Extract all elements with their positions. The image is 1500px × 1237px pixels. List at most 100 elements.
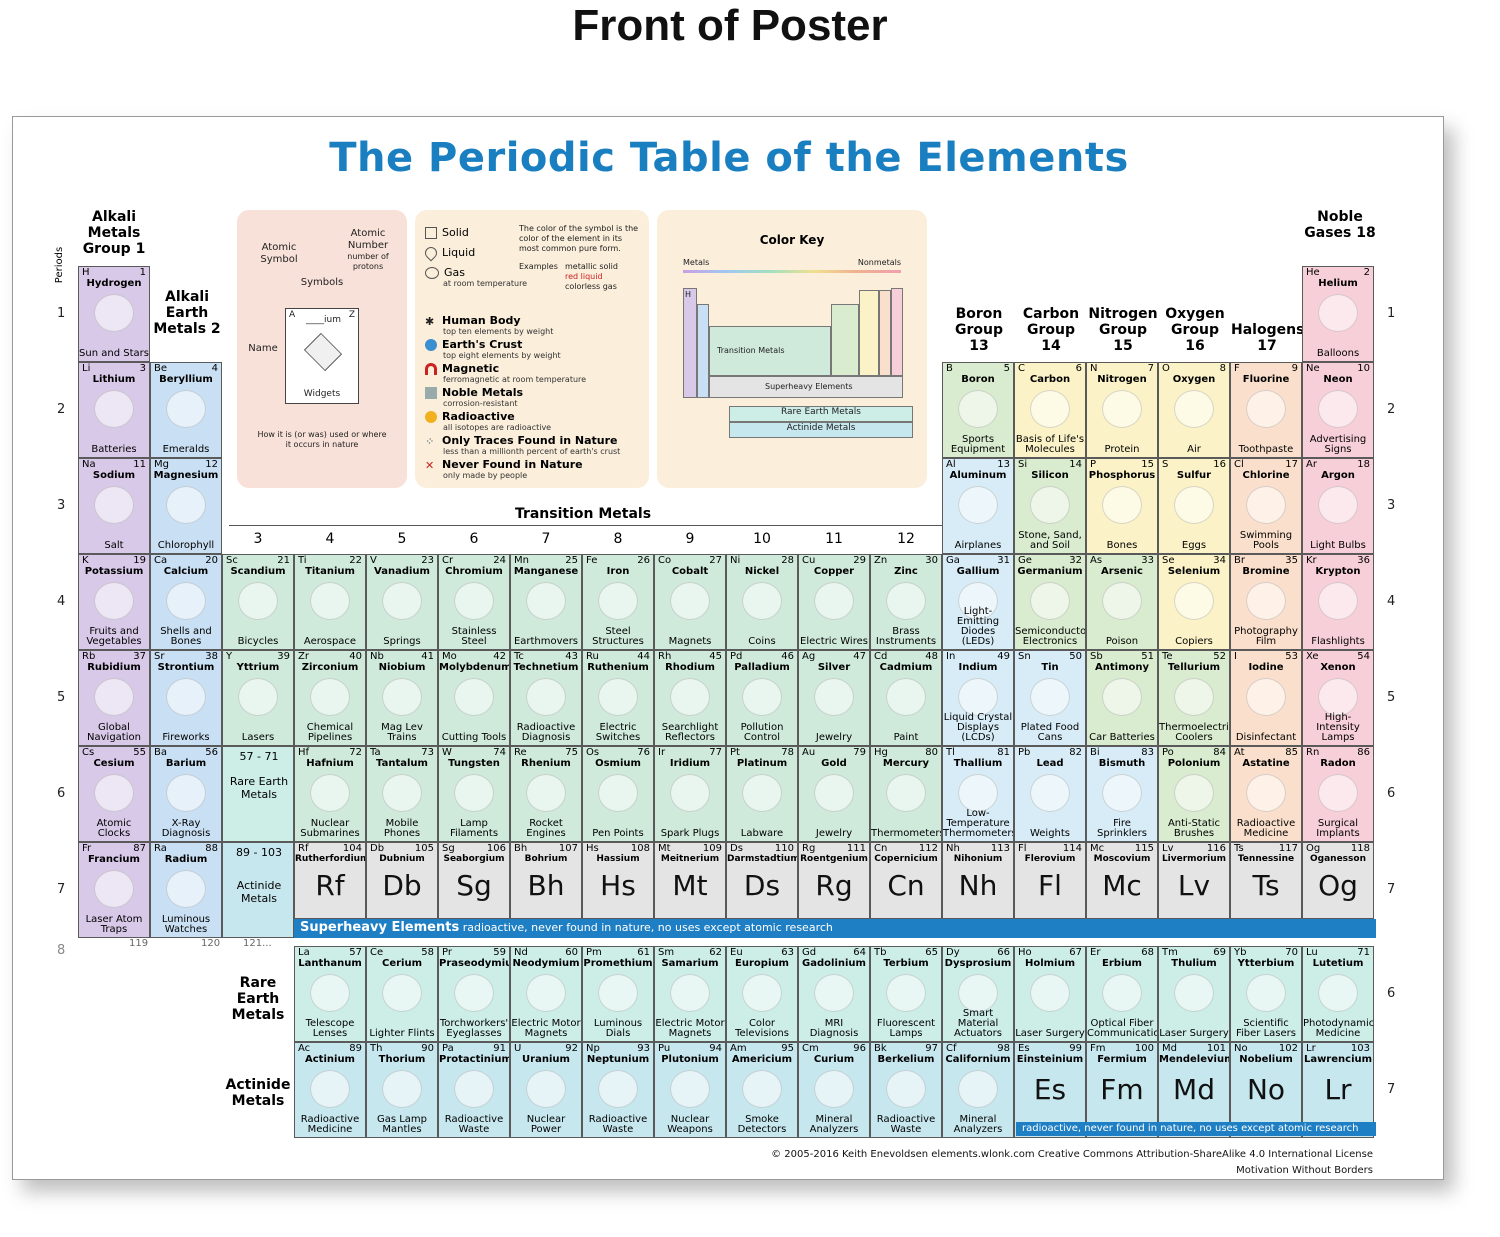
element-c[interactable]: C 6 Carbon Basis of Life's Molecules [1014,362,1086,458]
element-mn[interactable]: Mn 25 Manganese Earthmovers [510,554,582,650]
element-fr[interactable]: Fr 87 Francium Laser Atom Traps [78,842,150,938]
element-pm[interactable]: Pm 61 Promethium Luminous Dials [582,946,654,1042]
element-he[interactable]: He 2 Helium Balloons [1302,266,1374,362]
element-mo[interactable]: Mo 42 Molybdenum Cutting Tools [438,650,510,746]
element-ir[interactable]: Ir 77 Iridium Spark Plugs [654,746,726,842]
element-cf[interactable]: Cf 98 Californium Mineral Analyzers [942,1042,1014,1138]
element-db[interactable]: Db 105 Dubnium Db [366,842,438,919]
element-rf[interactable]: Rf 104 Rutherfordium Rf [294,842,366,919]
element-u[interactable]: U 92 Uranium Nuclear Power [510,1042,582,1138]
element-se[interactable]: Se 34 Selenium Copiers [1158,554,1230,650]
element-in[interactable]: In 49 Indium Liquid Crystal Displays (LCDs) [942,650,1014,746]
element-zr[interactable]: Zr 40 Zirconium Chemical Pipelines [294,650,366,746]
element-si[interactable]: Si 14 Silicon Stone, Sand, and Soil [1014,458,1086,554]
element-bi[interactable]: Bi 83 Bismuth Fire Sprinklers [1086,746,1158,842]
element-ds[interactable]: Ds 110 Darmstadtium Ds [726,842,798,919]
element-mc[interactable]: Mc 115 Moscovium Mc [1086,842,1158,919]
element-o[interactable]: O 8 Oxygen Air [1158,362,1230,458]
element-at[interactable]: At 85 Astatine Radioactive Medicine [1230,746,1302,842]
element-gd[interactable]: Gd 64 Gadolinium MRI Diagnosis [798,946,870,1042]
element-og[interactable]: Og 118 Oganesson Og [1302,842,1374,919]
element-re[interactable]: Re 75 Rhenium Rocket Engines [510,746,582,842]
element-yb[interactable]: Yb 70 Ytterbium Scientific Fiber Lasers [1230,946,1302,1042]
element-bk[interactable]: Bk 97 Berkelium Radioactive Waste [870,1042,942,1138]
element-fe[interactable]: Fe 26 Iron Steel Structures [582,554,654,650]
element-ti[interactable]: Ti 22 Titanium Aerospace [294,554,366,650]
element-ra[interactable]: Ra 88 Radium Luminous Watches [150,842,222,938]
element-la[interactable]: La 57 Lanthanum Telescope Lenses [294,946,366,1042]
element-cl[interactable]: Cl 17 Chlorine Swimming Pools [1230,458,1302,554]
element-ne[interactable]: Ne 10 Neon Advertising Signs [1302,362,1374,458]
element-h[interactable]: H 1 Hydrogen Sun and Stars [78,266,150,362]
element-lv[interactable]: Lv 116 Livermorium Lv [1158,842,1230,919]
element-pt[interactable]: Pt 78 Platinum Labware [726,746,798,842]
element-ga[interactable]: Ga 31 Gallium Light-Emitting Diodes (LEDs) [942,554,1014,650]
element-ge[interactable]: Ge 32 Germanium Semiconductor Electronics [1014,554,1086,650]
element-hg[interactable]: Hg 80 Mercury Thermometers [870,746,942,842]
element-rg[interactable]: Rg 111 Roentgenium Rg [798,842,870,919]
element-cm[interactable]: Cm 96 Curium Mineral Analyzers [798,1042,870,1138]
element-rn[interactable]: Rn 86 Radon Surgical Implants [1302,746,1374,842]
element-sn[interactable]: Sn 50 Tin Plated Food Cans [1014,650,1086,746]
element-tc[interactable]: Tc 43 Technetium Radioactive Diagnosis [510,650,582,746]
element-cr[interactable]: Cr 24 Chromium Stainless Steel [438,554,510,650]
element-nb[interactable]: Nb 41 Niobium Mag Lev Trains [366,650,438,746]
element-ca[interactable]: Ca 20 Calcium Shells and Bones [150,554,222,650]
element-lu[interactable]: Lu 71 Lutetium Photodynamic Medicine [1302,946,1374,1042]
element-ta[interactable]: Ta 73 Tantalum Mobile Phones [366,746,438,842]
element-nd[interactable]: Nd 60 Neodymium Electric Motor Magnets [510,946,582,1042]
element-po[interactable]: Po 84 Polonium Anti-Static Brushes [1158,746,1230,842]
element-ag[interactable]: Ag 47 Silver Jewelry [798,650,870,746]
element-ts[interactable]: Ts 117 Tennessine Ts [1230,842,1302,919]
element-rb[interactable]: Rb 37 Rubidium Global Navigation [78,650,150,746]
element-tm[interactable]: Tm 69 Thulium Laser Surgery [1158,946,1230,1042]
element-be[interactable]: Be 4 Beryllium Emeralds [150,362,222,458]
element-tb[interactable]: Tb 65 Terbium Fluorescent Lamps [870,946,942,1042]
element-ac[interactable]: Ac 89 Actinium Radioactive Medicine [294,1042,366,1138]
element-al[interactable]: Al 13 Aluminum Airplanes [942,458,1014,554]
element-b[interactable]: B 5 Boron Sports Equipment [942,362,1014,458]
element-xe[interactable]: Xe 54 Xenon High-Intensity Lamps [1302,650,1374,746]
element-pb[interactable]: Pb 82 Lead Weights [1014,746,1086,842]
element-te[interactable]: Te 52 Tellurium Thermoelectric Coolers [1158,650,1230,746]
element-sr[interactable]: Sr 38 Strontium Fireworks [150,650,222,746]
element-k[interactable]: K 19 Potassium Fruits and Vegetables [78,554,150,650]
element-pd[interactable]: Pd 46 Palladium Pollution Control [726,650,798,746]
element-mt[interactable]: Mt 109 Meitnerium Mt [654,842,726,919]
element-eu[interactable]: Eu 63 Europium Color Televisions [726,946,798,1042]
element-np[interactable]: Np 93 Neptunium Radioactive Waste [582,1042,654,1138]
element-na[interactable]: Na 11 Sodium Salt [78,458,150,554]
element-sb[interactable]: Sb 51 Antimony Car Batteries [1086,650,1158,746]
element-zn[interactable]: Zn 30 Zinc Brass Instruments [870,554,942,650]
element-n[interactable]: N 7 Nitrogen Protein [1086,362,1158,458]
element-cn[interactable]: Cn 112 Copernicium Cn [870,842,942,919]
element-as[interactable]: As 33 Arsenic Poison [1086,554,1158,650]
element-am[interactable]: Am 95 Americium Smoke Detectors [726,1042,798,1138]
element-li[interactable]: Li 3 Lithium Batteries [78,362,150,458]
element-hf[interactable]: Hf 72 Hafnium Nuclear Submarines [294,746,366,842]
element-co[interactable]: Co 27 Cobalt Magnets [654,554,726,650]
element-v[interactable]: V 23 Vanadium Springs [366,554,438,650]
element-ce[interactable]: Ce 58 Cerium Lighter Flints [366,946,438,1042]
element-th[interactable]: Th 90 Thorium Gas Lamp Mantles [366,1042,438,1138]
element-rh[interactable]: Rh 45 Rhodium Searchlight Reflectors [654,650,726,746]
element-cd[interactable]: Cd 48 Cadmium Paint [870,650,942,746]
element-sg[interactable]: Sg 106 Seaborgium Sg [438,842,510,919]
element-f[interactable]: F 9 Fluorine Toothpaste [1230,362,1302,458]
element-sc[interactable]: Sc 21 Scandium Bicycles [222,554,294,650]
element-fl[interactable]: Fl 114 Flerovium Fl [1014,842,1086,919]
element-tl[interactable]: Tl 81 Thallium Low-Temperature Thermometers [942,746,1014,842]
element-hs[interactable]: Hs 108 Hassium Hs [582,842,654,919]
element-ni[interactable]: Ni 28 Nickel Coins [726,554,798,650]
element-cu[interactable]: Cu 29 Copper Electric Wires [798,554,870,650]
element-ho[interactable]: Ho 67 Holmium Laser Surgery [1014,946,1086,1042]
element-nh[interactable]: Nh 113 Nihonium Nh [942,842,1014,919]
element-dy[interactable]: Dy 66 Dysprosium Smart Material Actuators [942,946,1014,1042]
element-p[interactable]: P 15 Phosphorus Bones [1086,458,1158,554]
element-br[interactable]: Br 35 Bromine Photography Film [1230,554,1302,650]
element-pu[interactable]: Pu 94 Plutonium Nuclear Weapons [654,1042,726,1138]
element-au[interactable]: Au 79 Gold Jewelry [798,746,870,842]
element-mg[interactable]: Mg 12 Magnesium Chlorophyll [150,458,222,554]
element-os[interactable]: Os 76 Osmium Pen Points [582,746,654,842]
